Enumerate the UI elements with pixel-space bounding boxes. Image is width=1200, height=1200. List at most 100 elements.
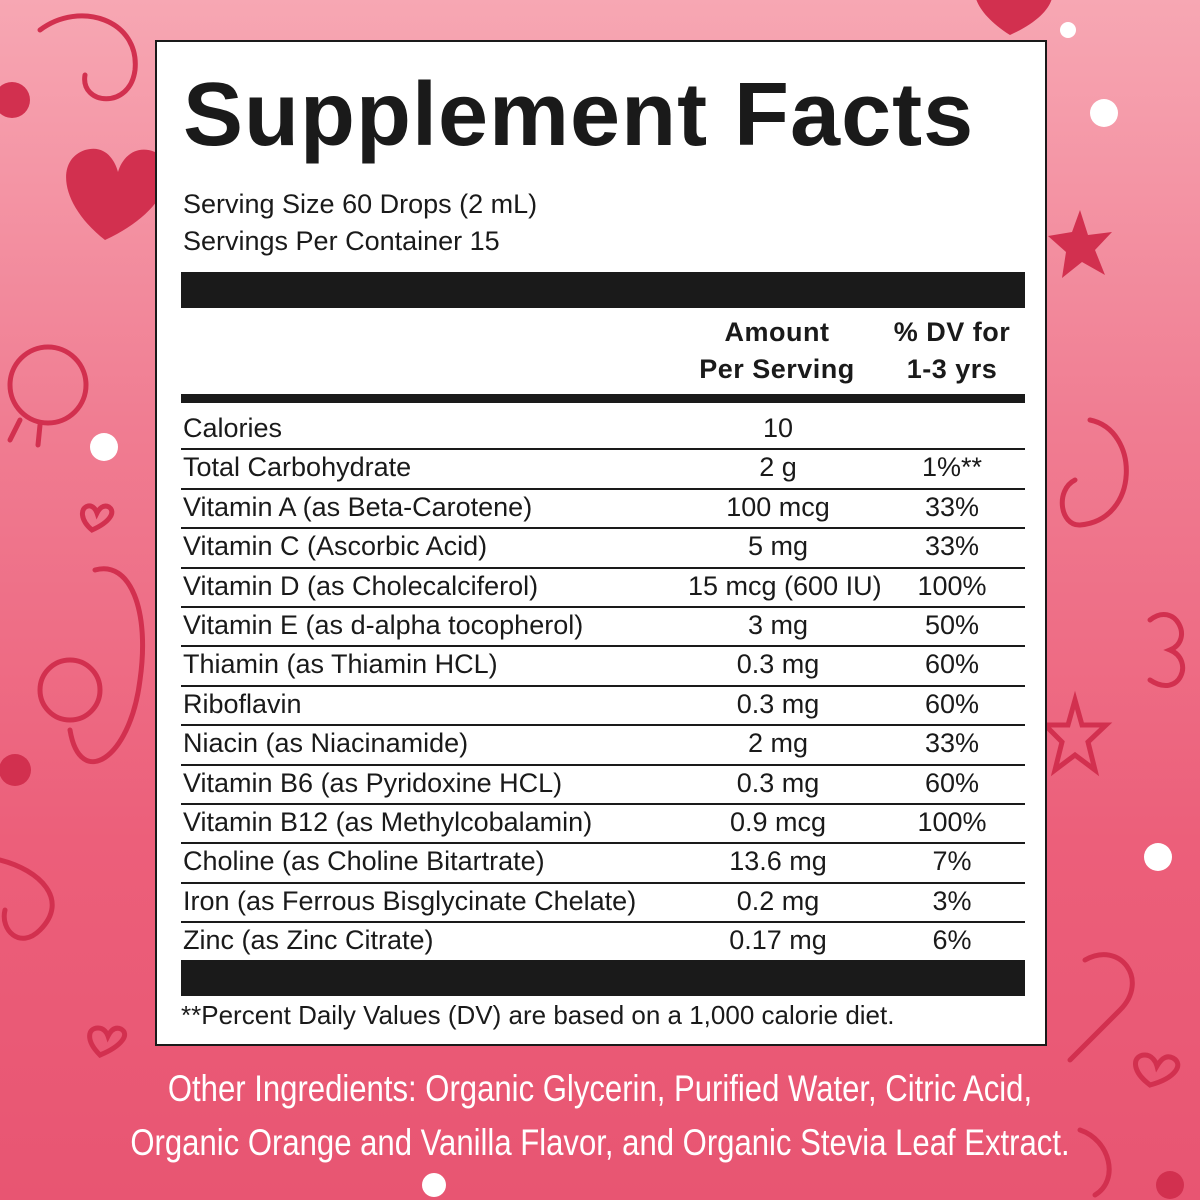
nutrient-amount: 0.17 mg: [729, 925, 827, 956]
amount-header-line2: Per Serving: [699, 354, 855, 384]
table-row: Vitamin B12 (as Methylcobalamin) 0.9 mcg 1…: [181, 805, 1025, 845]
dot-icon: [0, 754, 31, 786]
heart-icon: [976, 0, 1052, 35]
nutrient-dv: 33%: [924, 491, 980, 522]
nutrient-dv: 33%: [924, 531, 980, 562]
nutrient-name: Niacin (as Niacinamide): [183, 728, 469, 759]
nutrient-name: Vitamin E (as d-alpha tocopherol): [183, 609, 584, 640]
nutrient-amount: 0.3 mg: [736, 688, 820, 719]
bow-icon: [1147, 612, 1186, 688]
dv-header-line2: 1-3 yrs: [906, 354, 998, 384]
bug-icon: [67, 566, 146, 764]
lollipop-icon: [1059, 417, 1129, 528]
nutrient-amount: 2 g: [759, 452, 797, 483]
table-row: Vitamin E (as d-alpha tocopherol) 3 mg 50%: [181, 608, 1025, 648]
nutrient-dv: 60%: [924, 649, 980, 680]
nutrient-amount: 2 mg: [747, 728, 809, 759]
supplement-facts-panel: Supplement Facts Serving Size 60 Drops (…: [155, 40, 1047, 1046]
rattle-icon: [1077, 1127, 1112, 1198]
nutrient-amount: 13.6 mg: [729, 846, 827, 877]
ladybug-icon: [7, 344, 89, 426]
bottom-divider-bar: [181, 960, 1025, 996]
servings-per-container: Servings Per Container 15: [183, 226, 500, 256]
table-row: Zinc (as Zinc Citrate) 0.17 mg 6%: [181, 923, 1025, 962]
table-row: Choline (as Choline Bitartrate) 13.6 mg 7%: [181, 844, 1025, 884]
star-outline-icon: [1038, 690, 1113, 777]
dot-icon: [0, 82, 30, 118]
nutrient-amount: 3 mg: [747, 609, 809, 640]
nutrient-amount: 10: [762, 413, 794, 443]
serving-size: Serving Size 60 Drops (2 mL): [183, 189, 538, 219]
header-divider-bar: [181, 394, 1025, 403]
nutrient-name: Vitamin B12 (as Methylcobalamin): [183, 806, 593, 837]
heart-outline-icon: [80, 503, 115, 533]
nutrient-name: Vitamin B6 (as Pyridoxine HCL): [183, 767, 563, 798]
nutrient-name: Iron (as Ferrous Bisglycinate Chelate): [183, 885, 637, 916]
panel-title: Supplement Facts: [183, 65, 975, 165]
nutrient-name: Total Carbohydrate: [183, 452, 412, 483]
nutrient-dv: 60%: [924, 688, 980, 719]
nutrient-dv: 7%: [932, 846, 972, 877]
table-row: Thiamin (as Thiamin HCL) 0.3 mg 60%: [181, 647, 1025, 687]
other-ingredients: Other Ingredients: Organic Glycerin, Pur…: [0, 1062, 1200, 1170]
nutrient-dv: 3%: [932, 885, 972, 916]
nutrient-dv: 100%: [917, 570, 987, 601]
nutrient-amount: 15 mcg (600 IU): [688, 570, 882, 601]
table-row: Vitamin D (as Cholecalciferol) 15 mcg (60…: [181, 569, 1025, 608]
other-ingredients-line2: Organic Orange and Vanilla Flavor, and O…: [130, 1122, 1070, 1163]
nutrient-name: Riboflavin: [183, 688, 302, 719]
dv-header-line1: % DV for: [893, 317, 1011, 347]
heart-outline-icon: [1133, 1052, 1181, 1088]
dv-header: % DV for 1-3 yrs: [879, 314, 1025, 388]
other-ingredients-line1: Other Ingredients: Organic Glycerin, Pur…: [167, 1068, 1033, 1109]
top-divider-bar: [181, 272, 1025, 308]
table-row: Total Carbohydrate 2 g 1%**: [181, 450, 1025, 490]
amount-header: Amount Per Serving: [677, 314, 877, 388]
dot-icon: [1090, 99, 1118, 127]
nutrient-dv: 6%: [932, 925, 972, 956]
nutrient-amount: 100 mcg: [726, 491, 830, 522]
ladybug-legs: [7, 417, 43, 448]
dot-icon: [422, 1173, 446, 1197]
nutrient-dv: 1%**: [921, 452, 983, 483]
nutrient-name: Vitamin C (Ascorbic Acid): [183, 531, 488, 562]
nutrient-amount: 0.9 mcg: [729, 806, 827, 837]
nutrient-amount: 0.3 mg: [736, 649, 820, 680]
table-row: Niacin (as Niacinamide) 2 mg 33%: [181, 726, 1025, 766]
nutrient-amount: 0.3 mg: [736, 767, 820, 798]
dv-footnote: **Percent Daily Values (DV) are based on…: [181, 1000, 895, 1030]
dot-icon: [90, 433, 118, 461]
table-row: Calories 10: [181, 411, 1025, 451]
table-row: Vitamin C (Ascorbic Acid) 5 mg 33%: [181, 529, 1025, 569]
nutrient-name: Choline (as Choline Bitartrate): [183, 846, 545, 877]
heart-icon: [66, 148, 168, 240]
doodle-lines: [0, 13, 1186, 1198]
nutrient-dv: 60%: [924, 767, 980, 798]
table-row: Iron (as Ferrous Bisglycinate Chelate) 0.…: [181, 884, 1025, 924]
nutrient-name: Vitamin D (as Cholecalciferol): [183, 570, 539, 601]
table-row: Riboflavin 0.3 mg 60%: [181, 687, 1025, 727]
dot-icon: [1156, 1171, 1184, 1199]
dot-icon: [1060, 22, 1076, 38]
nutrient-name: Zinc (as Zinc Citrate): [183, 925, 434, 956]
nutrient-amount: 5 mg: [747, 531, 809, 562]
table-row: Vitamin A (as Beta-Carotene) 100 mcg 33%: [181, 490, 1025, 530]
table-row: Vitamin B6 (as Pyridoxine HCL) 0.3 mg 60%: [181, 766, 1025, 805]
swirl-icon: [37, 13, 138, 102]
nutrient-dv: 50%: [924, 609, 980, 640]
white-dots: [90, 22, 1172, 1197]
nutrient-name: Vitamin A (as Beta-Carotene): [183, 491, 533, 522]
nutrient-dv: 100%: [917, 806, 987, 837]
amount-header-line1: Amount: [724, 317, 830, 347]
star-icon: [1048, 210, 1112, 278]
nutrient-name: Calories: [183, 413, 283, 443]
heart-outline-icon: [87, 1025, 128, 1058]
nutrient-table: Calories 10 Total Carbohydrate 2 g 1%** Vit…: [181, 411, 1025, 962]
rattle-icon: [1067, 952, 1135, 1063]
ladybug-icon: [37, 657, 103, 723]
nutrient-name: Thiamin (as Thiamin HCL): [183, 649, 498, 680]
dot-icon: [1144, 843, 1172, 871]
bow-icon: [0, 857, 55, 941]
